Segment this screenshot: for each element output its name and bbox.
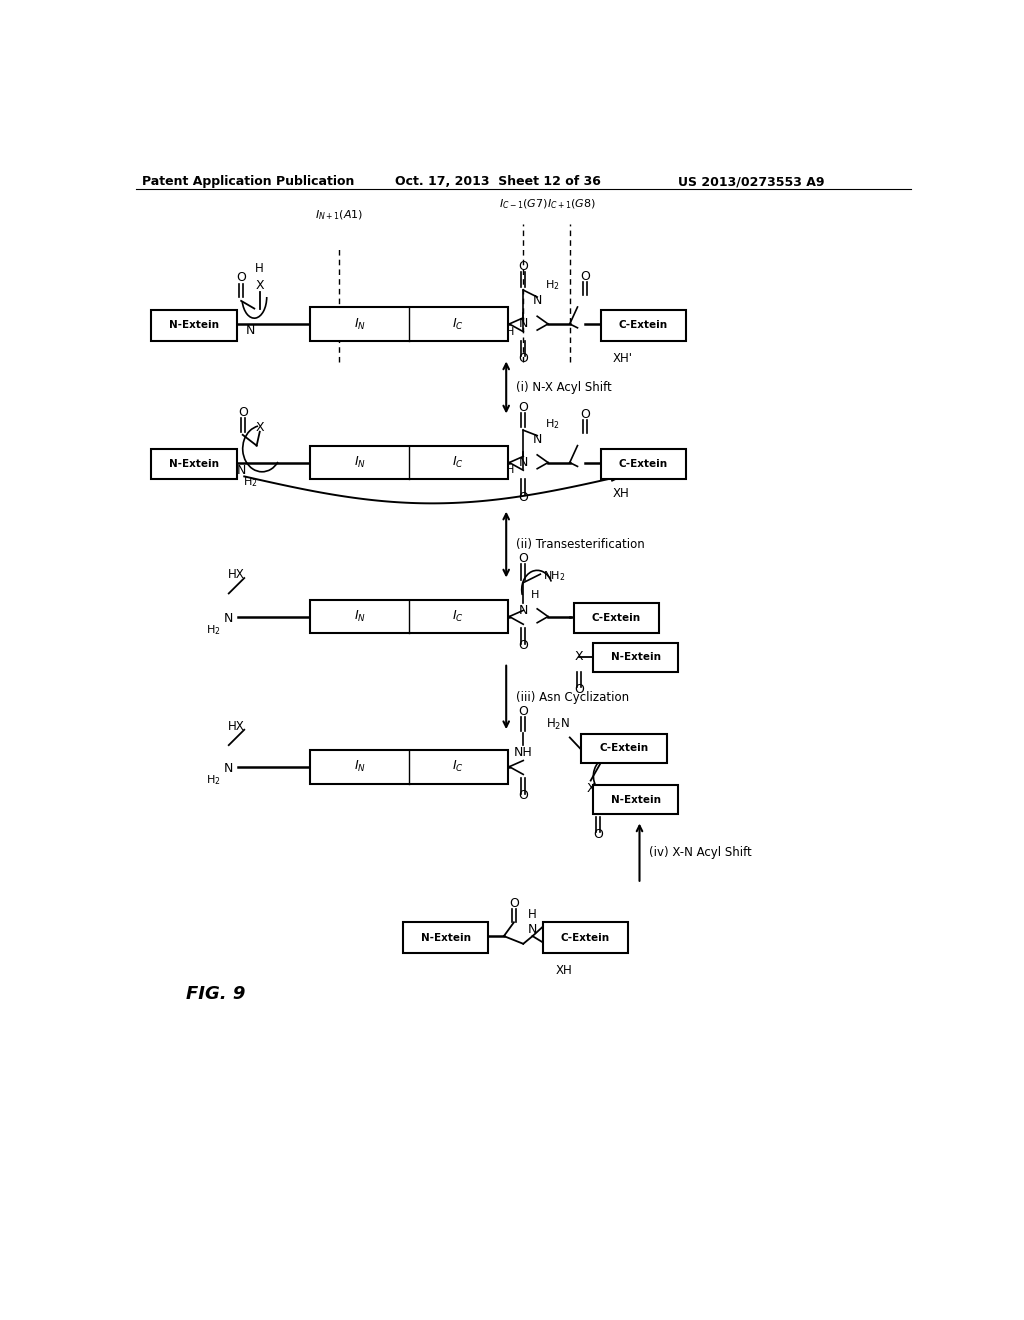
Text: NH$_2$: NH$_2$ — [543, 570, 565, 583]
Text: FIG. 9: FIG. 9 — [186, 985, 246, 1003]
Text: N-Extein: N-Extein — [169, 321, 219, 330]
Text: O: O — [574, 684, 584, 696]
Text: N: N — [518, 317, 528, 330]
FancyBboxPatch shape — [152, 449, 237, 479]
Text: H: H — [528, 908, 537, 921]
Text: N-Extein: N-Extein — [421, 933, 471, 942]
FancyBboxPatch shape — [593, 785, 678, 814]
Text: XH: XH — [556, 964, 572, 977]
Text: $I_C$: $I_C$ — [453, 317, 464, 331]
Text: H$_2$N: H$_2$N — [546, 717, 569, 731]
Text: $I_N$: $I_N$ — [353, 759, 366, 775]
Text: C-Extein: C-Extein — [618, 321, 668, 330]
Text: N: N — [224, 762, 233, 775]
FancyBboxPatch shape — [310, 308, 508, 341]
Text: N: N — [518, 603, 528, 616]
Text: O: O — [581, 408, 590, 421]
Text: N: N — [518, 455, 528, 469]
Text: $I_{C-1}(G7)$: $I_{C-1}(G7)$ — [499, 197, 548, 211]
Text: O: O — [518, 491, 528, 504]
Text: $I_C$: $I_C$ — [453, 609, 464, 624]
Text: (iii) Asn Cyclization: (iii) Asn Cyclization — [515, 690, 629, 704]
Text: US 2013/0273553 A9: US 2013/0273553 A9 — [678, 176, 824, 189]
Text: O: O — [594, 828, 603, 841]
FancyBboxPatch shape — [152, 310, 237, 341]
Text: H$_2$: H$_2$ — [207, 774, 221, 788]
Text: O: O — [518, 260, 528, 273]
Text: (ii) Transesterification: (ii) Transesterification — [515, 539, 644, 550]
Text: O: O — [518, 705, 528, 718]
Text: Patent Application Publication: Patent Application Publication — [142, 176, 354, 189]
FancyBboxPatch shape — [593, 643, 678, 672]
Text: $I_N$: $I_N$ — [353, 609, 366, 624]
Text: N: N — [532, 294, 542, 308]
Text: C-Extein: C-Extein — [592, 612, 641, 623]
Text: H$_2$: H$_2$ — [545, 417, 559, 430]
Text: X: X — [255, 279, 264, 292]
FancyBboxPatch shape — [582, 734, 667, 763]
Text: O: O — [518, 789, 528, 803]
Text: O: O — [238, 407, 248, 418]
FancyBboxPatch shape — [601, 310, 686, 341]
Text: N: N — [246, 323, 255, 337]
Text: O: O — [518, 639, 528, 652]
Text: H$_2$: H$_2$ — [545, 279, 559, 292]
Text: O: O — [518, 400, 528, 413]
Text: O: O — [518, 552, 528, 565]
Text: (iv) X-N Acyl Shift: (iv) X-N Acyl Shift — [649, 846, 752, 859]
FancyBboxPatch shape — [573, 603, 658, 634]
FancyBboxPatch shape — [310, 599, 508, 634]
Text: O: O — [518, 352, 528, 366]
FancyBboxPatch shape — [601, 449, 686, 479]
Text: XH': XH' — [612, 352, 633, 366]
Text: H$_2$: H$_2$ — [207, 623, 221, 638]
Text: O: O — [509, 898, 519, 911]
Text: N: N — [237, 463, 246, 477]
Text: H$_2$: H$_2$ — [243, 475, 257, 488]
Text: $I_{N+1}(A1)$: $I_{N+1}(A1)$ — [314, 209, 362, 222]
Text: N: N — [224, 611, 233, 624]
Text: NH: NH — [514, 746, 532, 759]
Text: $I_N$: $I_N$ — [353, 455, 366, 470]
Text: $I_{C+1}(G8)$: $I_{C+1}(G8)$ — [547, 197, 596, 211]
Text: XH: XH — [612, 487, 629, 500]
Text: $I_C$: $I_C$ — [453, 759, 464, 775]
Text: X: X — [587, 781, 595, 795]
Text: O: O — [237, 271, 246, 284]
Text: X: X — [255, 421, 264, 434]
Text: $I_C$: $I_C$ — [453, 455, 464, 470]
Text: H: H — [255, 261, 264, 275]
Text: Oct. 17, 2013  Sheet 12 of 36: Oct. 17, 2013 Sheet 12 of 36 — [395, 176, 601, 189]
Text: N-Extein: N-Extein — [610, 795, 660, 805]
Text: C-Extein: C-Extein — [618, 459, 668, 469]
Text: O: O — [581, 269, 590, 282]
Text: N-Extein: N-Extein — [169, 459, 219, 469]
Text: C-Extein: C-Extein — [599, 743, 648, 754]
Text: C-Extein: C-Extein — [561, 933, 610, 942]
Text: X: X — [574, 649, 584, 663]
Text: N-Extein: N-Extein — [610, 652, 660, 663]
Text: N: N — [532, 433, 542, 446]
FancyBboxPatch shape — [543, 923, 628, 953]
Text: H: H — [506, 326, 514, 337]
Text: H: H — [506, 465, 514, 475]
Text: (i) N-X Acyl Shift: (i) N-X Acyl Shift — [515, 381, 611, 393]
Text: HX: HX — [227, 568, 245, 581]
FancyBboxPatch shape — [310, 446, 508, 479]
Text: HX: HX — [227, 721, 245, 733]
FancyBboxPatch shape — [310, 750, 508, 784]
FancyBboxPatch shape — [403, 923, 488, 953]
Text: H: H — [530, 590, 539, 601]
Text: $I_N$: $I_N$ — [353, 317, 366, 331]
Text: N: N — [527, 924, 538, 936]
